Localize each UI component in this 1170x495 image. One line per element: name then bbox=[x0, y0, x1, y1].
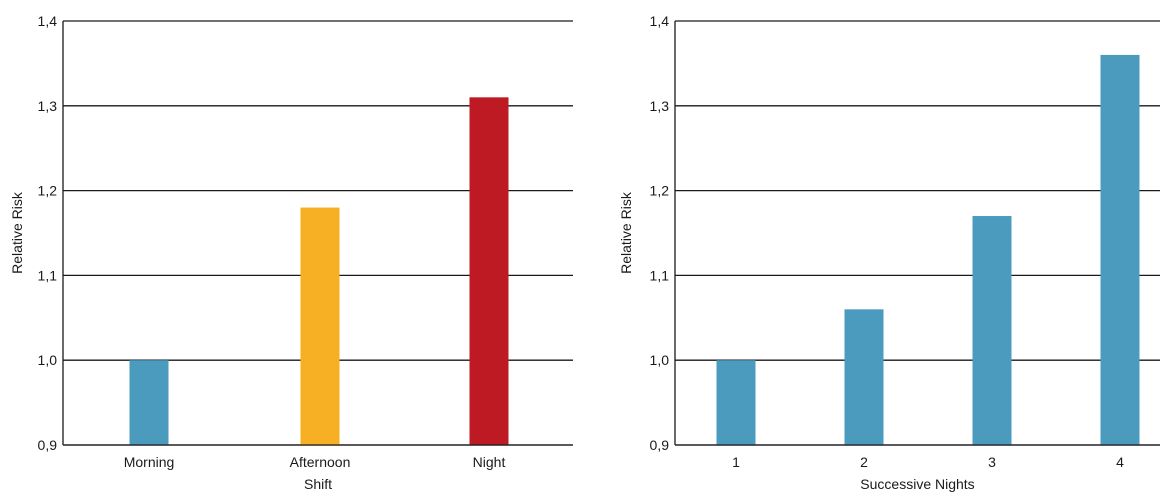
shift-chart: 0,9 1,0 1,1 1,2 1,3 1,4 Morning Afternoon Night S… bbox=[9, 13, 573, 492]
bar-night bbox=[469, 97, 509, 445]
y-tick-label: 0,9 bbox=[38, 437, 58, 453]
y-tick-label: 1,1 bbox=[38, 267, 58, 283]
y-tick-label: 1,3 bbox=[38, 98, 58, 114]
y-tick-label: 1,3 bbox=[650, 98, 670, 114]
bar-afternoon bbox=[300, 207, 340, 445]
x-axis-title: Successive Nights bbox=[860, 476, 974, 492]
x-axis-title: Shift bbox=[304, 476, 332, 492]
bar-4 bbox=[1100, 54, 1140, 446]
y-axis-title: Relative Risk bbox=[9, 191, 25, 274]
y-tick-label: 0,9 bbox=[650, 437, 670, 453]
x-tick-label: 4 bbox=[1116, 454, 1124, 470]
y-tick-label: 1,0 bbox=[38, 352, 58, 368]
bar-2 bbox=[844, 309, 884, 445]
x-tick-label: 3 bbox=[988, 454, 996, 470]
x-tick-label: Night bbox=[473, 454, 506, 470]
bar-3 bbox=[972, 216, 1012, 445]
y-tick-label: 1,4 bbox=[38, 13, 58, 29]
x-tick-label: Afternoon bbox=[290, 454, 351, 470]
x-tick-label: 2 bbox=[860, 454, 868, 470]
successive-nights-chart: 0,9 1,0 1,1 1,2 1,3 1,4 1 2 3 4 Successive Nights R… bbox=[618, 13, 1160, 492]
bar-morning bbox=[129, 360, 169, 445]
x-tick-label: Morning bbox=[124, 454, 175, 470]
y-tick-label: 1,0 bbox=[650, 352, 670, 368]
y-axis-title: Relative Risk bbox=[618, 191, 634, 274]
y-tick-label: 1,1 bbox=[650, 267, 670, 283]
y-tick-label: 1,2 bbox=[38, 183, 58, 199]
y-tick-label: 1,2 bbox=[650, 183, 670, 199]
y-tick-label: 1,4 bbox=[650, 13, 670, 29]
bar-1 bbox=[716, 360, 756, 445]
x-tick-label: 1 bbox=[732, 454, 740, 470]
